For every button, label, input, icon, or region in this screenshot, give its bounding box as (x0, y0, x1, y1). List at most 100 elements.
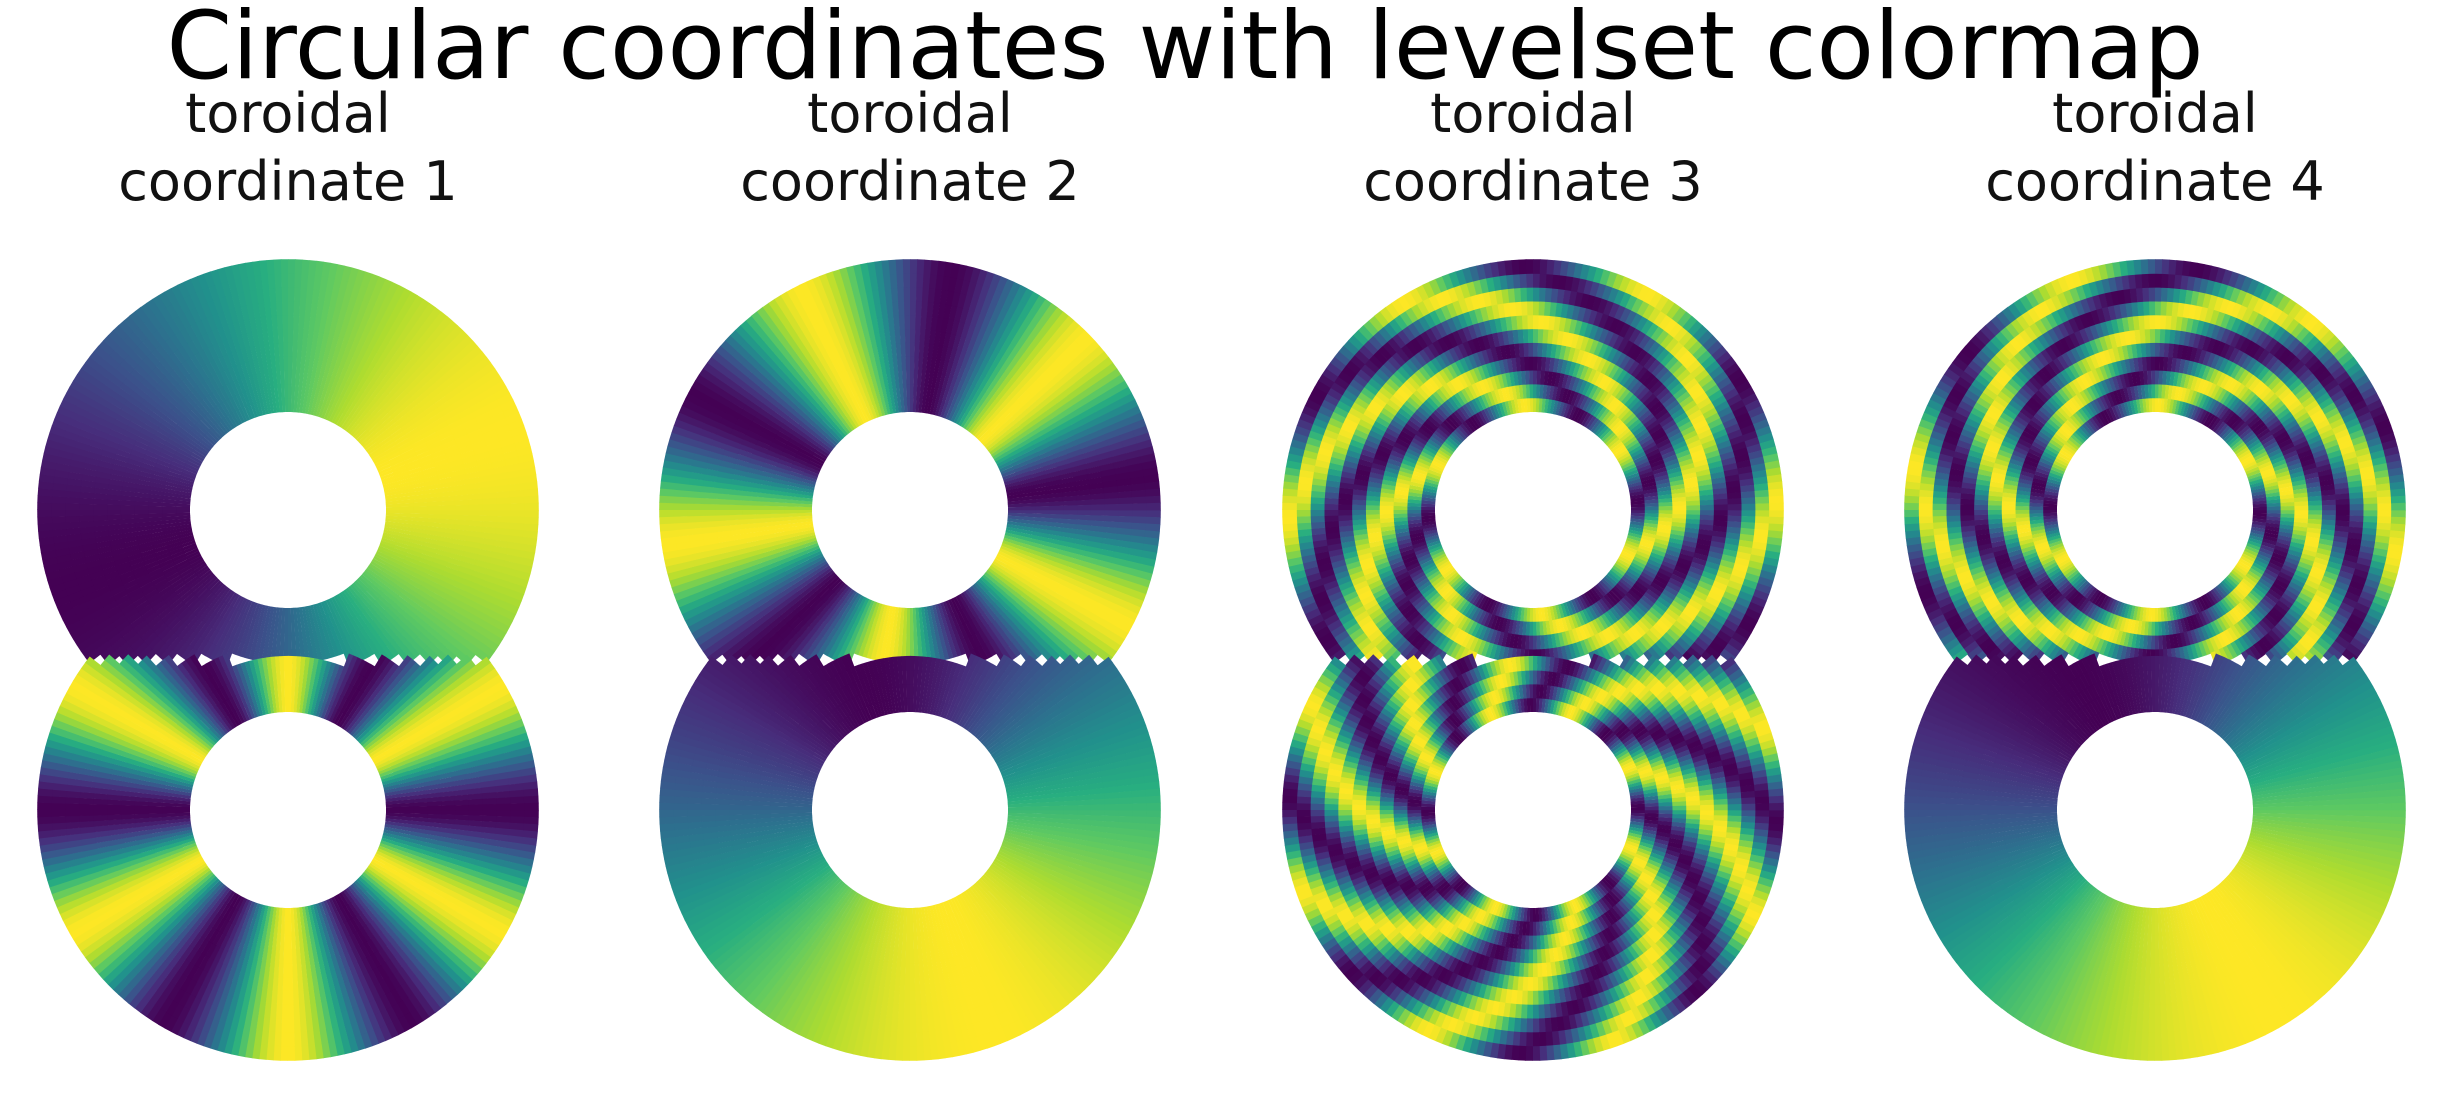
data-point (393, 369, 408, 384)
data-point (428, 978, 444, 994)
data-point (233, 925, 243, 941)
data-point (219, 718, 231, 733)
data-point (234, 998, 244, 1014)
data-point (84, 553, 100, 564)
data-point (248, 930, 257, 946)
data-point (323, 629, 332, 645)
data-point (433, 458, 450, 468)
data-point (967, 635, 978, 651)
data-point (270, 990, 278, 1006)
data-point (305, 1017, 314, 1033)
data-point (448, 615, 465, 629)
data-point (209, 580, 222, 593)
data-point (120, 518, 136, 525)
data-point (516, 863, 533, 875)
data-point (268, 342, 276, 358)
data-point (389, 553, 405, 563)
data-point (379, 912, 393, 927)
data-point (155, 362, 170, 377)
data-point (381, 342, 394, 358)
data-point (895, 384, 901, 399)
data-point (267, 273, 276, 289)
data-point (431, 690, 447, 704)
panel-title-3: toroidal coordinate 3 (1233, 80, 1833, 216)
panel-1-top-ring (37, 259, 539, 667)
data-point (67, 717, 84, 730)
data-point (232, 983, 242, 1000)
data-point (206, 989, 218, 1006)
data-point (301, 342, 308, 358)
data-point (250, 602, 258, 618)
data-point (187, 597, 201, 611)
data-point (231, 335, 242, 352)
data-point (108, 329, 124, 346)
data-point (456, 570, 473, 582)
data-point (309, 633, 316, 649)
data-point (492, 890, 509, 903)
data-point (37, 488, 53, 497)
data-point (1047, 529, 1063, 537)
data-point (160, 340, 174, 356)
data-point (125, 462, 141, 471)
data-point (487, 405, 504, 418)
data-point (247, 275, 257, 291)
data-point (333, 895, 344, 910)
data-point (139, 581, 155, 593)
data-point (482, 580, 499, 592)
data-point (199, 416, 213, 430)
data-point (147, 635, 162, 651)
data-point (183, 393, 197, 408)
data-point (97, 760, 114, 769)
data-point (425, 873, 441, 885)
data-point (410, 939, 425, 955)
data-point (374, 654, 387, 670)
data-point (315, 701, 323, 717)
data-point (165, 672, 179, 687)
data-point (399, 819, 414, 825)
data-point (370, 583, 384, 596)
data-point (342, 995, 353, 1011)
data-point (252, 387, 260, 403)
data-point (785, 415, 800, 428)
data-point (205, 361, 217, 377)
data-point (132, 896, 148, 909)
data-point (454, 824, 469, 831)
data-point (224, 715, 236, 730)
data-point (460, 712, 476, 725)
data-point (401, 376, 415, 391)
data-point (294, 683, 299, 699)
data-point (298, 934, 304, 950)
data-point (139, 727, 155, 739)
data-point (163, 828, 179, 836)
data-point (379, 693, 393, 708)
data-point (1006, 490, 1022, 497)
data-point (870, 616, 879, 632)
data-point (189, 558, 205, 569)
data-point (755, 505, 771, 510)
data-point (69, 459, 85, 469)
data-point (158, 291, 173, 308)
data-point (1012, 601, 1027, 615)
data-point (105, 401, 122, 415)
data-point (789, 574, 805, 586)
data-point (151, 939, 166, 955)
data-point (253, 1030, 263, 1046)
data-point (319, 659, 328, 676)
data-point (769, 505, 785, 510)
data-point (179, 718, 194, 731)
data-point (141, 398, 156, 412)
data-point (244, 405, 253, 420)
data-point (384, 625, 398, 641)
data-point (978, 429, 991, 442)
data-point (953, 596, 963, 612)
data-point (102, 744, 118, 755)
data-point (231, 264, 242, 280)
data-point (374, 878, 389, 891)
data-point (877, 618, 885, 634)
data-point (88, 929, 105, 944)
data-point (801, 534, 816, 542)
data-point (455, 804, 470, 811)
data-point (363, 302, 376, 318)
data-point (303, 315, 311, 331)
data-point (210, 898, 223, 913)
